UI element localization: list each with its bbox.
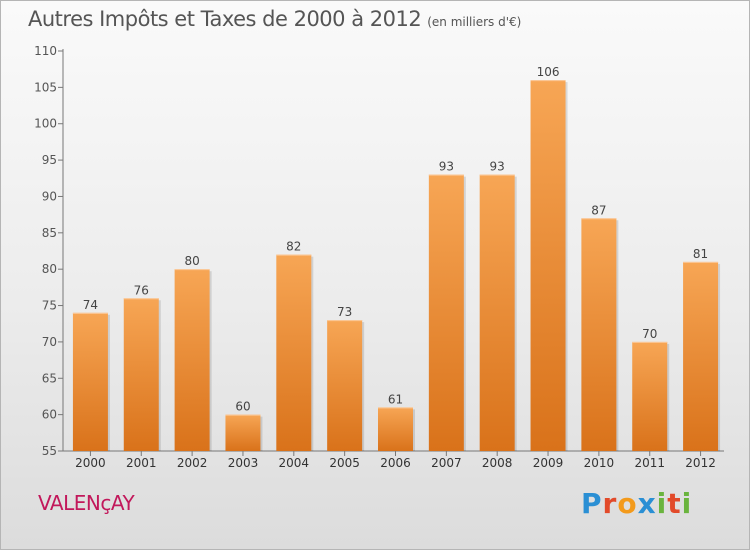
value-label: 74 — [83, 298, 98, 312]
x-tick-label: 2012 — [685, 456, 716, 470]
y-tick-label: 65 — [42, 371, 57, 385]
bar — [225, 414, 261, 451]
x-tick-label: 2010 — [584, 456, 615, 470]
x-tick-label: 2005 — [329, 456, 360, 470]
bar — [632, 341, 668, 451]
value-label: 81 — [693, 247, 708, 261]
x-tick-label: 2004 — [279, 456, 310, 470]
value-label: 106 — [537, 65, 560, 79]
y-tick-label: 90 — [42, 189, 57, 203]
bar — [683, 261, 719, 451]
brand-letter: P — [581, 487, 603, 520]
bar — [479, 174, 515, 452]
x-tick-label: 2007 — [431, 456, 462, 470]
y-tick-label: 70 — [42, 335, 57, 349]
brand-letter: o — [617, 487, 638, 520]
x-tick-label: 2011 — [634, 456, 665, 470]
y-tick-label: 60 — [42, 408, 57, 422]
value-label: 87 — [591, 203, 606, 217]
value-label: 93 — [439, 160, 454, 174]
x-tick-label: 2000 — [75, 456, 106, 470]
value-label: 60 — [235, 400, 250, 414]
x-tick-label: 2009 — [533, 456, 564, 470]
x-tick-label: 2008 — [482, 456, 513, 470]
bar — [276, 254, 312, 451]
y-tick-label: 75 — [42, 299, 57, 313]
chart-title: Autres Impôts et Taxes de 2000 à 2012 (en… — [28, 7, 521, 31]
chart-subtitle: (en milliers d'€) — [427, 15, 522, 29]
bar — [72, 312, 108, 451]
brand-letter: r — [602, 487, 618, 520]
x-tick-label: 2003 — [228, 456, 259, 470]
y-tick-label: 95 — [42, 153, 57, 167]
bar — [123, 298, 159, 451]
y-tick-label: 85 — [42, 226, 57, 240]
brand-letter: i — [681, 487, 693, 520]
value-label: 76 — [134, 283, 149, 297]
value-label: 82 — [286, 240, 301, 254]
y-tick-label: 105 — [34, 80, 57, 94]
town-name: VALENçAY — [38, 491, 135, 515]
bar — [174, 269, 210, 451]
value-label: 70 — [642, 327, 657, 341]
value-label: 73 — [337, 305, 352, 319]
bar — [378, 407, 413, 451]
chart-title-text: Autres Impôts et Taxes de 2000 à 2012 — [28, 7, 422, 31]
y-tick-label: 100 — [34, 117, 57, 131]
x-tick-label: 2002 — [177, 456, 208, 470]
brand-letter: x — [637, 487, 657, 520]
bar — [327, 320, 363, 451]
bar — [581, 218, 617, 451]
value-label: 61 — [388, 392, 403, 406]
bar — [428, 174, 464, 452]
brand-logo: Proxiti — [581, 487, 692, 520]
y-tick-label: 55 — [42, 444, 57, 458]
y-tick-label: 80 — [42, 262, 57, 276]
brand-letter: i — [656, 487, 668, 520]
brand-letter: t — [667, 487, 682, 520]
x-tick-label: 2006 — [380, 456, 411, 470]
value-label: 93 — [490, 160, 505, 174]
y-tick-label: 110 — [34, 44, 57, 58]
x-tick-label: 2001 — [126, 456, 157, 470]
value-label: 80 — [184, 254, 199, 268]
bar — [530, 80, 566, 451]
